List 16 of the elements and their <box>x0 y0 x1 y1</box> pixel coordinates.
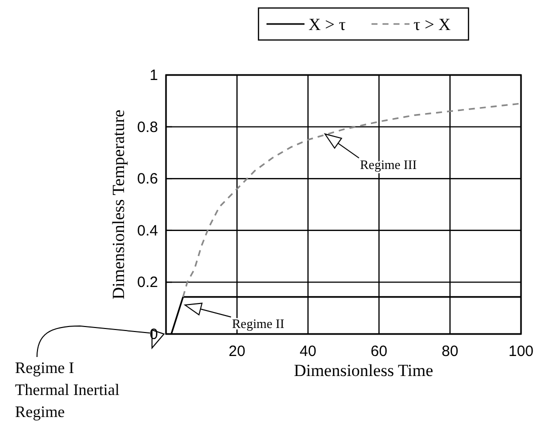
x-tick-label: 20 <box>228 343 246 360</box>
y-axis-title: Dimensionless Temperature <box>109 110 128 300</box>
y-tick-label: 0.8 <box>137 118 158 136</box>
line-series <box>182 102 521 298</box>
y-tick-label: 0.2 <box>137 274 158 292</box>
x-axis-title: Dimensionless Time <box>294 361 434 380</box>
y-tick-label: 0.6 <box>137 170 158 188</box>
y-tick-label: 1 <box>150 67 158 84</box>
x-tick-label: 40 <box>300 343 316 360</box>
legend-label: X > τ <box>308 15 346 34</box>
x-tick-label: 60 <box>370 343 388 360</box>
x-tick-label: 80 <box>442 343 458 360</box>
x-tick-label: 100 <box>508 343 534 360</box>
text: Regime I Thermal Inertial Regime <box>15 360 120 421</box>
legend-label: τ > X <box>414 15 451 34</box>
y-tick-label: 0.4 <box>137 222 158 240</box>
